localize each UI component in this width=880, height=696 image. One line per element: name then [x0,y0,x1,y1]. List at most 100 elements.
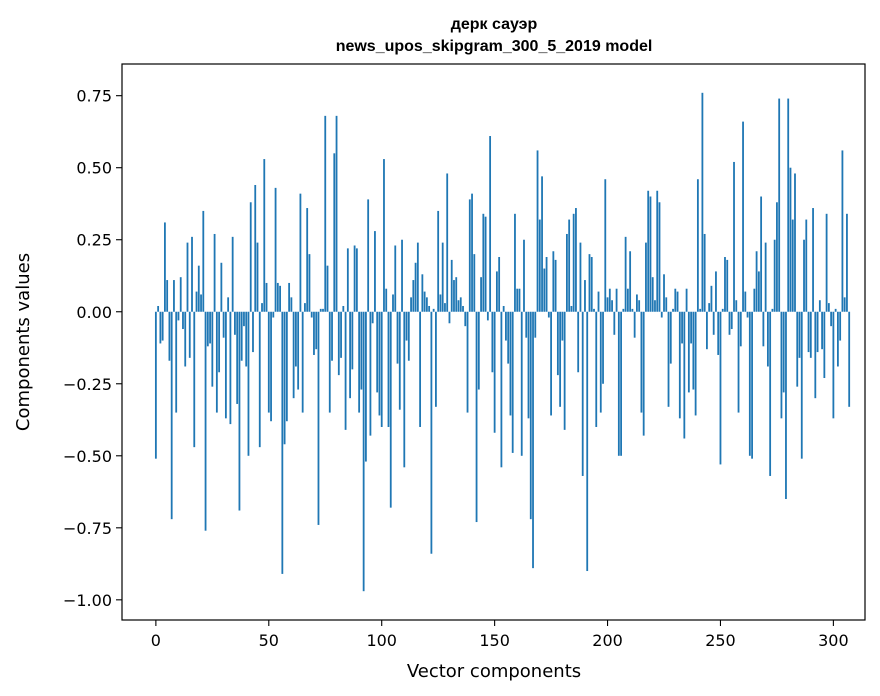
bar [728,311,731,335]
bar [660,311,663,318]
bar [292,311,295,399]
bar [412,280,415,312]
bar [154,311,157,459]
bar [701,92,704,312]
y-tick-label: −0.75 [63,519,112,538]
bar [403,311,406,468]
bar [606,297,609,312]
bar [229,311,232,425]
chart-title: дерк сауэр [451,16,538,33]
bar [681,311,683,344]
bar [209,311,211,344]
bar [317,311,320,525]
bar [656,190,659,312]
bar [525,311,528,338]
bar [407,311,410,361]
bar [243,311,245,327]
bar [342,305,345,312]
bar [523,239,525,312]
bar [202,210,205,312]
bar [825,213,828,312]
bar [586,311,589,572]
bar [534,311,537,338]
bar [166,280,169,312]
bar [439,294,442,312]
bar [608,288,611,312]
bar [575,208,577,312]
bar [568,219,571,312]
bar [645,242,647,312]
bar [800,311,803,459]
x-tick-label: 200 [592,631,623,650]
bar [556,311,559,376]
bar [364,311,367,462]
x-tick-label: 50 [259,631,279,650]
bar [649,196,652,312]
bar [475,311,478,523]
bar [200,294,202,312]
bar [220,262,223,312]
bar [175,311,178,413]
bar [541,176,543,312]
bar [324,115,327,312]
bar [482,213,485,312]
bar [527,311,530,419]
bar [803,239,805,312]
bar [215,311,218,413]
bar [358,311,361,413]
bar [331,311,333,361]
bar [672,308,674,312]
bar [846,213,848,312]
bar [430,311,433,554]
bar [536,150,539,312]
bar [263,159,266,312]
bar [462,305,464,312]
bar [193,311,196,448]
bar [457,300,460,312]
bar [626,288,629,312]
bar [581,311,584,476]
bar [238,311,241,511]
bar [773,239,776,312]
bar [624,236,627,312]
bar [315,311,318,350]
bar [231,236,234,312]
bar [389,311,392,508]
bar [473,254,476,312]
bar [285,311,288,422]
chart-subtitle: news_upos_skipgram_300_5_2019 model [336,38,653,55]
bar [651,277,654,312]
bar [270,311,272,422]
bar [256,242,259,312]
bar [742,121,744,312]
bar [836,311,839,367]
y-tick-label: 0.75 [76,87,112,106]
bar [247,311,250,456]
bar [776,202,778,312]
bar [272,311,275,318]
bar [197,265,200,312]
bar [355,248,358,312]
bar [703,233,706,312]
bar [486,311,489,321]
bar [735,300,738,312]
bar [444,303,446,312]
bar [751,311,753,459]
bar [696,179,699,312]
bar [814,311,817,399]
bar [550,311,552,416]
bar [281,311,284,574]
bar [514,213,516,312]
y-tick-label: −0.50 [63,447,112,466]
bar [177,311,180,321]
bar [428,305,431,312]
bar [322,308,324,312]
bar [593,308,595,312]
bar [159,311,162,344]
bar [595,311,598,427]
bar [186,242,189,312]
bar [306,208,309,312]
bar [204,311,207,531]
bar [380,311,383,427]
bar [694,311,697,416]
